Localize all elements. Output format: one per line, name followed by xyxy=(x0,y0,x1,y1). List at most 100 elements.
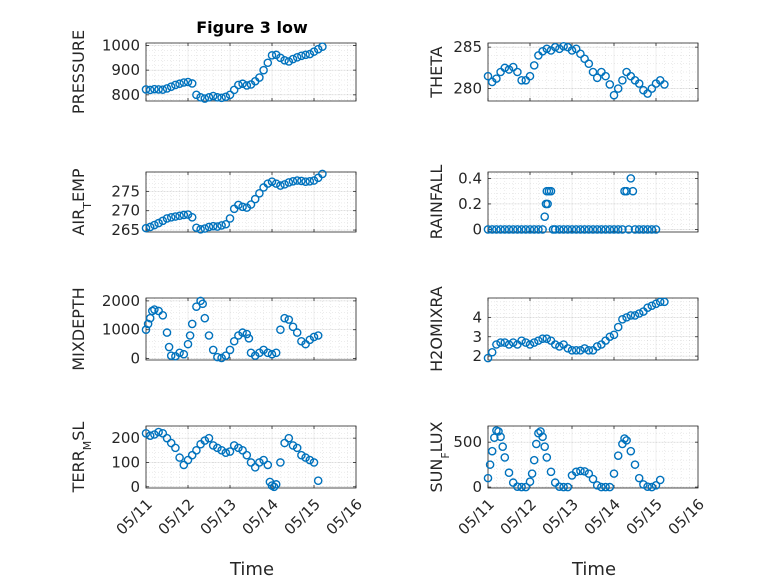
data-point xyxy=(555,342,564,351)
data-point xyxy=(592,481,602,490)
data-point xyxy=(259,65,268,75)
y-axis-label: PRESSURE xyxy=(69,30,88,114)
y-axis-label-part: SL xyxy=(69,422,88,441)
data-point xyxy=(246,458,256,467)
data-point xyxy=(529,455,539,465)
data-point xyxy=(175,79,184,89)
data-point xyxy=(492,225,501,234)
data-point xyxy=(540,212,550,221)
data-point xyxy=(179,210,189,220)
data-point xyxy=(246,200,256,209)
data-point xyxy=(143,319,153,329)
data-point xyxy=(483,473,493,483)
data-point xyxy=(487,446,497,456)
data-point xyxy=(609,330,619,340)
y-tick-label: 500 xyxy=(453,433,482,451)
x-tick-label: 05/16 xyxy=(323,495,366,538)
data-point xyxy=(584,346,594,355)
data-point xyxy=(297,51,306,61)
data-point xyxy=(145,222,155,232)
data-point xyxy=(255,458,264,467)
data-point xyxy=(175,211,184,221)
data-point xyxy=(527,469,537,478)
data-point xyxy=(158,428,168,438)
data-point xyxy=(162,328,172,337)
subplot-rainfall: 0 0.2 0.4 RAINFALL xyxy=(427,165,699,239)
data-point xyxy=(171,212,180,221)
data-point xyxy=(238,202,247,212)
data-point xyxy=(200,224,210,233)
data-point xyxy=(500,338,510,347)
data-point xyxy=(175,348,184,358)
data-point xyxy=(292,176,302,185)
data-point xyxy=(622,313,631,322)
data-point xyxy=(521,225,531,234)
data-point xyxy=(492,340,501,349)
data-point xyxy=(229,441,239,450)
data-point xyxy=(622,186,631,196)
data-point xyxy=(504,65,514,74)
data-point xyxy=(175,453,184,462)
data-point xyxy=(634,309,644,318)
x-tick-label: 05/16 xyxy=(665,495,708,538)
data-point xyxy=(643,303,652,312)
data-point xyxy=(592,342,602,351)
data-point xyxy=(584,59,594,69)
y-axis-label-part: AIR xyxy=(69,209,88,236)
data-point xyxy=(280,55,289,65)
data-point xyxy=(166,82,176,91)
data-point xyxy=(309,47,319,56)
data-point xyxy=(301,453,310,462)
y-axis-label-subscript: F xyxy=(439,452,452,458)
data-point xyxy=(292,328,302,337)
data-point xyxy=(576,225,585,234)
data-point xyxy=(162,84,172,93)
data-point xyxy=(225,345,235,355)
data-point xyxy=(309,458,319,467)
data-point xyxy=(187,319,197,329)
axes-box xyxy=(145,42,357,102)
x-tick-label: 05/11 xyxy=(455,495,498,538)
data-point xyxy=(213,352,222,362)
y-tick-label: 265 xyxy=(111,221,140,239)
data-point xyxy=(213,443,222,453)
data-point xyxy=(150,220,159,230)
data-point xyxy=(255,73,264,82)
data-point xyxy=(550,225,560,234)
data-point xyxy=(276,325,285,335)
data-point xyxy=(605,482,615,492)
data-point xyxy=(543,199,552,209)
data-point xyxy=(609,469,619,478)
data-point xyxy=(267,177,277,186)
data-point xyxy=(628,186,638,196)
data-point xyxy=(525,71,535,81)
data-point xyxy=(525,225,535,234)
y-axis-label-subscript: T xyxy=(81,202,94,210)
data-point xyxy=(158,311,168,320)
data-point xyxy=(567,225,577,234)
data-point xyxy=(179,460,189,470)
data-point xyxy=(244,334,254,343)
data-point xyxy=(271,179,281,188)
data-point xyxy=(147,306,157,316)
data-point xyxy=(242,329,252,339)
y-axis-label-part: TERR xyxy=(69,450,88,493)
y-tick-label: 2000 xyxy=(102,292,140,310)
data-point xyxy=(288,441,298,450)
data-point xyxy=(498,442,508,451)
y-axis-label: H2OMIXRA xyxy=(427,286,446,372)
data-point xyxy=(525,340,535,349)
data-point xyxy=(485,460,495,469)
data-point xyxy=(563,482,573,492)
data-point xyxy=(529,338,539,347)
data-point xyxy=(171,80,180,90)
data-point xyxy=(196,92,205,102)
data-point xyxy=(542,44,552,54)
data-point xyxy=(288,322,298,332)
data-point xyxy=(571,44,581,54)
y-tick-label: 0.4 xyxy=(458,169,482,187)
y-tick-label: 3 xyxy=(472,328,482,346)
data-point xyxy=(301,177,310,186)
data-point xyxy=(276,181,285,190)
